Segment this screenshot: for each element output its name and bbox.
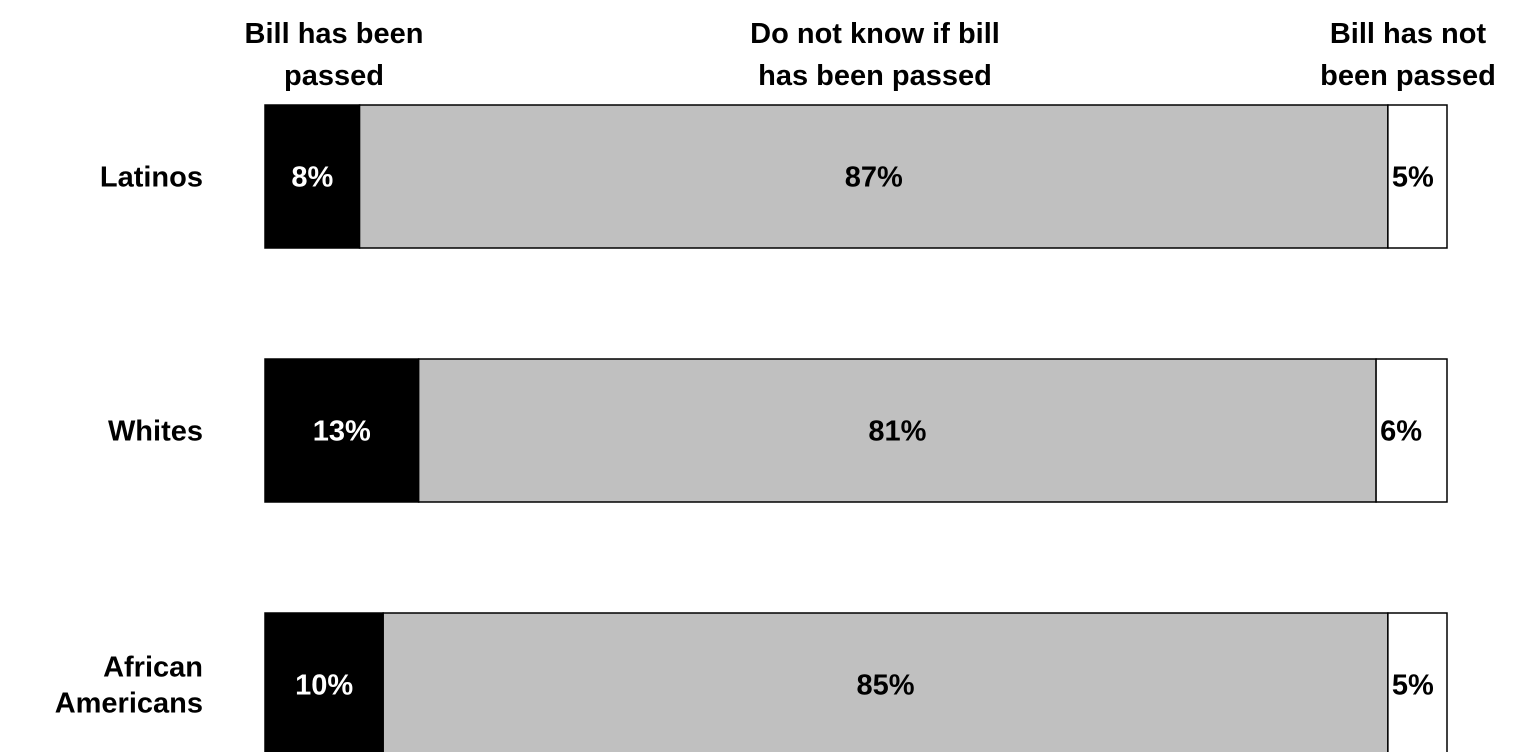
legend-label-3-line-1: Bill has not [1330,18,1487,50]
bar-segment-2-3 [1375,358,1448,503]
legend-label-2-line-1: Do not know if bill [750,18,1000,50]
data-label-2-2: 81% [868,416,926,448]
bar-segment-2-2 [417,358,1377,503]
data-label-3-2: 85% [857,670,915,702]
data-label-2-1: 13% [313,416,371,448]
bar-segment-3-1 [264,612,384,752]
legend-label-1-line-1: Bill has been [245,18,424,50]
data-label-1-2: 87% [845,162,903,194]
data-label-3-3: 5% [1392,670,1434,702]
data-label-2-3: 6% [1380,416,1422,448]
legend-label-1-line-2: passed [284,60,384,92]
bar-segment-3-3 [1387,612,1448,752]
category-label-1: Latinos [100,162,203,194]
bar-segment-1-3 [1387,104,1448,249]
bar-segment-3-2 [382,612,1389,752]
legend-label-2-line-2: has been passed [758,60,992,92]
category-label-3-line-2: Americans [55,688,203,720]
category-label-3-line-1: African [103,652,203,684]
legend-label-3-line-2: been passed [1320,60,1496,92]
bar-segment-1-2 [358,104,1389,249]
bar-segment-1-1 [264,104,361,249]
data-label-1-3: 5% [1392,162,1434,194]
data-label-3-1: 10% [295,670,353,702]
bar-segment-2-1 [264,358,420,503]
data-label-1-1: 8% [291,162,333,194]
category-label-2: Whites [108,416,203,448]
